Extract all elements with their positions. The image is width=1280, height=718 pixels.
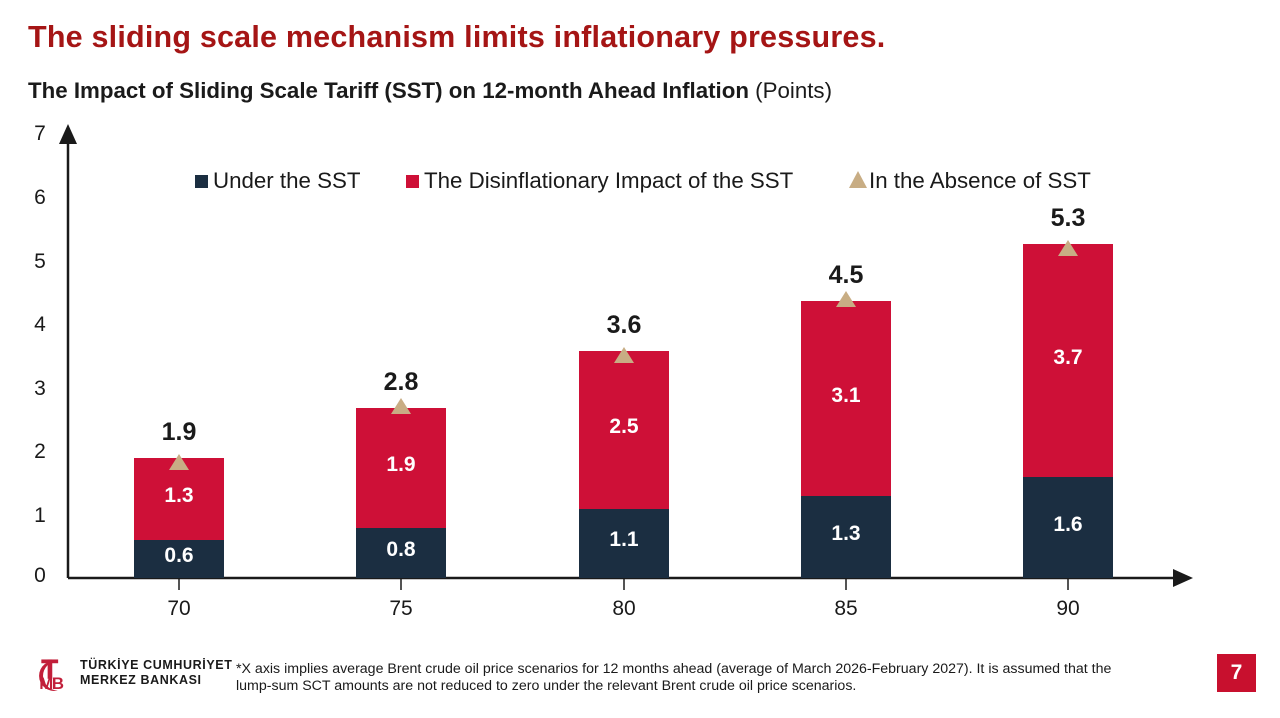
svg-text:MB: MB <box>39 674 64 693</box>
